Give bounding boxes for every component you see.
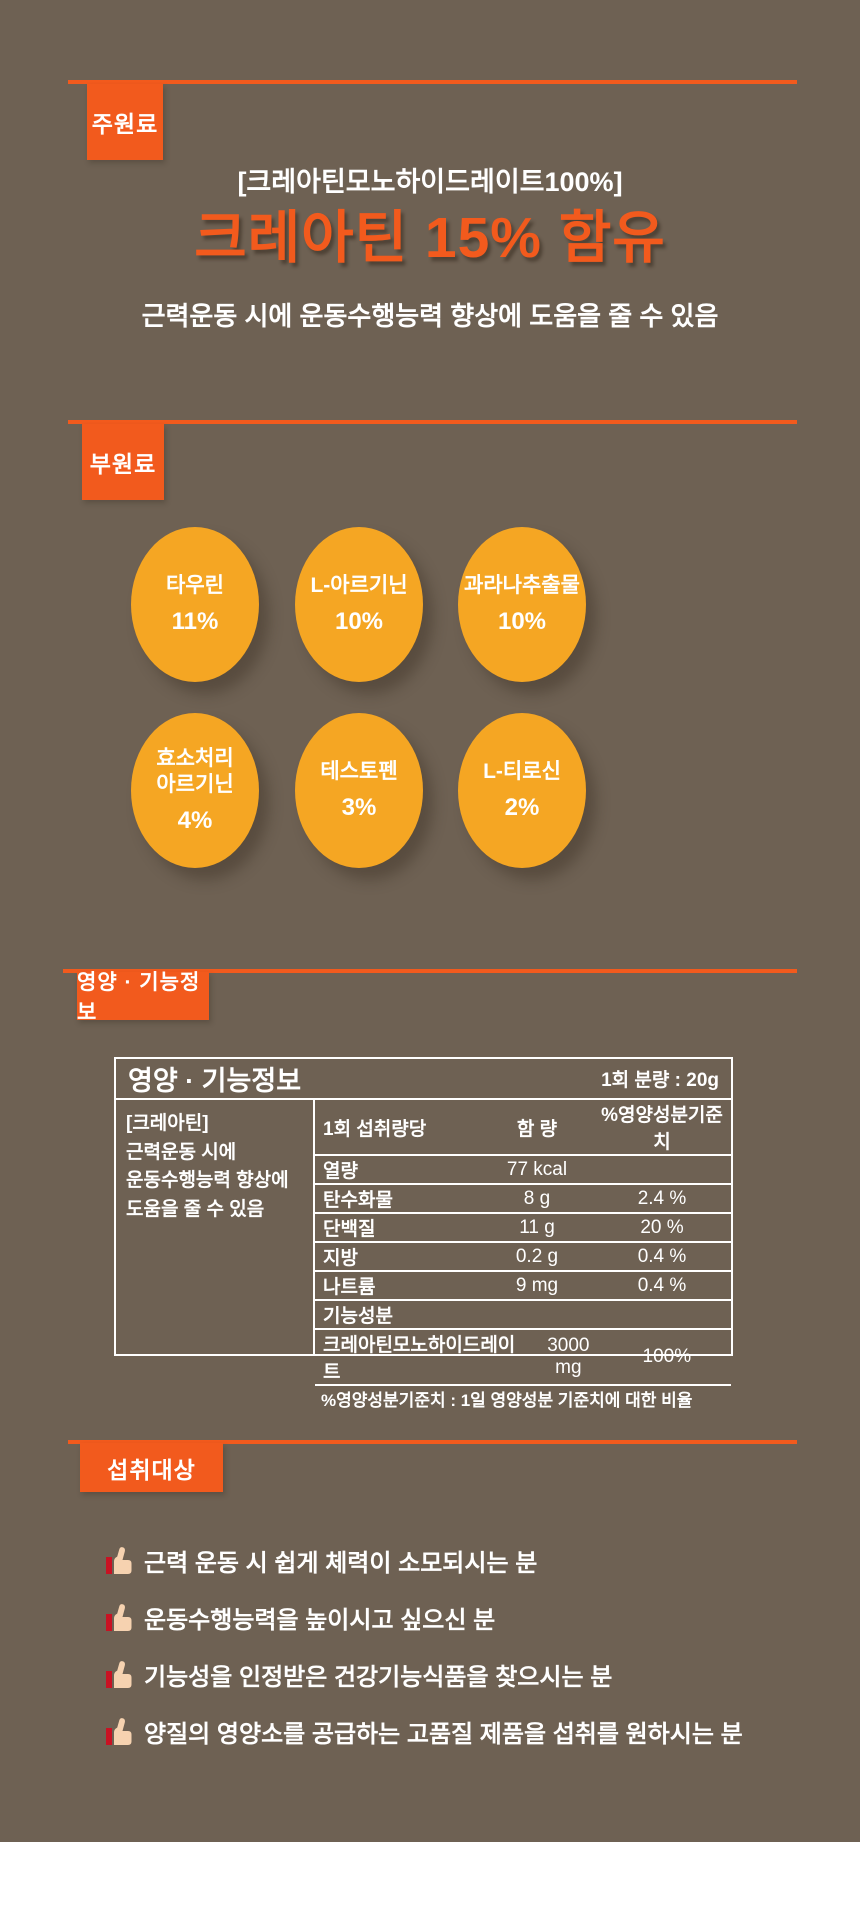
ingredient-circle-enzyme-arginine: 효소처리 아르기닌 4%: [131, 713, 259, 868]
ingredient-percent: 11%: [171, 608, 219, 636]
section-tag-main-ingredient: 주원료: [87, 84, 163, 160]
main-ingredient-subtitle: 근력운동 시에 운동수행능력 향상에 도움을 줄 수 있음: [141, 301, 719, 331]
ingredient-percent: 10%: [334, 608, 384, 636]
section-divider-line: [68, 80, 797, 84]
table-row-protein: 단백질 11 g 20 %: [315, 1214, 731, 1243]
table-row-creatine-monohydrate: 크레아틴모노하이드레이트 3000 mg 100%: [315, 1330, 731, 1386]
ingredient-circle-tyrosine: L-티로신 2%: [458, 713, 586, 868]
ingredient-name: L-아르기닌: [310, 573, 408, 597]
ingredient-circle-taurine: 타우린 11%: [131, 527, 259, 682]
serving-size: 1회 분량 : 20g: [601, 1070, 719, 1091]
bullet-text: 양질의 영양소를 공급하는 고품질 제품을 섭취를 원하시는 분: [144, 1720, 743, 1748]
list-item: 운동수행능력을 높이시고 싶으신 분: [105, 1600, 743, 1634]
ingredient-circle-guarana: 과라나추출물 10%: [458, 527, 586, 682]
section-divider-line: [63, 969, 797, 973]
ingredient-percent: 4%: [177, 807, 213, 835]
section-tag-sub-ingredients: 부원료: [82, 424, 164, 500]
bullet-text: 기능성을 인정받은 건강기능식품을 찾으시는 분: [144, 1663, 613, 1691]
nutrition-table-rows: 1회 섭취량당 함 량 %영양성분기준치 열량 77 kcal 탄수화물 8 g…: [315, 1100, 731, 1410]
section-tag-nutrition: 영양 · 기능정보: [77, 971, 209, 1024]
ingredient-name: 테스토펜: [320, 759, 398, 783]
section-tag-label: 주원료: [91, 111, 159, 137]
bullet-text: 운동수행능력을 높이시고 싶으신 분: [144, 1606, 496, 1634]
table-row-sodium: 나트륨 9 mg 0.4 %: [315, 1272, 731, 1301]
section-tag-label: 영양 · 기능정보: [77, 971, 201, 1024]
ingredient-name: 과라나추출물: [464, 573, 580, 597]
list-item: 양질의 영양소를 공급하는 고품질 제품을 섭취를 원하시는 분: [105, 1714, 743, 1748]
section-tag-target: 섭취대상: [80, 1443, 223, 1492]
table-row-calories: 열량 77 kcal: [315, 1156, 731, 1185]
section-divider-line: [68, 1440, 797, 1444]
nutrition-table-body: [크레아틴] 근력운동 시에 운동수행능력 향상에 도움을 줄 수 있음 1회 …: [116, 1100, 731, 1410]
brown-background-panel: 주원료 [크레아틴모노하이드레이트100%] 크레아틴 15% 함유 근력운동 …: [0, 0, 860, 1842]
main-ingredient-bracket-text: [크레아틴모노하이드레이트100%]: [237, 167, 623, 197]
main-ingredient-title: 크레아틴 15% 함유: [194, 206, 666, 270]
section-tag-label: 섭취대상: [107, 1456, 196, 1483]
ingredient-percent: 3%: [341, 794, 377, 822]
ingredient-circle-arginine: L-아르기닌 10%: [295, 527, 423, 682]
nutrition-claim-note: [크레아틴] 근력운동 시에 운동수행능력 향상에 도움을 줄 수 있음: [116, 1100, 315, 1354]
ingredient-circle-testofen: 테스토펜 3%: [295, 713, 423, 868]
table-row-functional-header: 기능성분: [315, 1301, 731, 1330]
list-item: 근력 운동 시 쉽게 체력이 소모되시는 분: [105, 1543, 743, 1577]
table-row-fat: 지방 0.2 g 0.4 %: [315, 1243, 731, 1272]
nutrition-table-title: 영양 · 기능정보: [128, 1066, 302, 1096]
section-divider-line: [68, 420, 797, 424]
col-amount: 함 량: [516, 1118, 558, 1140]
bullet-text: 근력 운동 시 쉽게 체력이 소모되시는 분: [144, 1549, 538, 1577]
table-footnote: %영양성분기준치 : 1일 영양성분 기준치에 대한 비율: [321, 1391, 693, 1410]
list-item: 기능성을 인정받은 건강기능식품을 찾으시는 분: [105, 1657, 743, 1691]
thumbs-up-icon: [106, 1547, 132, 1574]
ingredient-name: L-티로신: [483, 759, 561, 783]
thumbs-up-icon: [106, 1718, 132, 1745]
nutrition-table: 영양 · 기능정보 1회 분량 : 20g [크레아틴] 근력운동 시에 운동수…: [114, 1057, 733, 1410]
thumbs-up-icon: [106, 1604, 132, 1631]
table-row-carbs: 탄수화물 8 g 2.4 %: [315, 1185, 731, 1214]
target-bullet-list: 근력 운동 시 쉽게 체력이 소모되시는 분 운동수행능력을 높이시고 싶으신 …: [105, 1543, 743, 1771]
col-daily-value: %영양성분기준치: [601, 1105, 723, 1153]
section-tag-label: 부원료: [89, 451, 157, 477]
ingredient-name: 효소처리 아르기닌: [156, 746, 234, 796]
col-per-serving: 1회 섭취량당: [323, 1118, 427, 1140]
table-column-headers: 1회 섭취량당 함 량 %영양성분기준치: [315, 1100, 731, 1156]
thumbs-up-icon: [106, 1661, 132, 1688]
ingredient-percent: 10%: [497, 608, 547, 636]
nutrition-table-header: 영양 · 기능정보 1회 분량 : 20g: [116, 1059, 731, 1100]
ingredient-name: 타우린: [166, 573, 224, 597]
ingredient-percent: 2%: [504, 794, 540, 822]
